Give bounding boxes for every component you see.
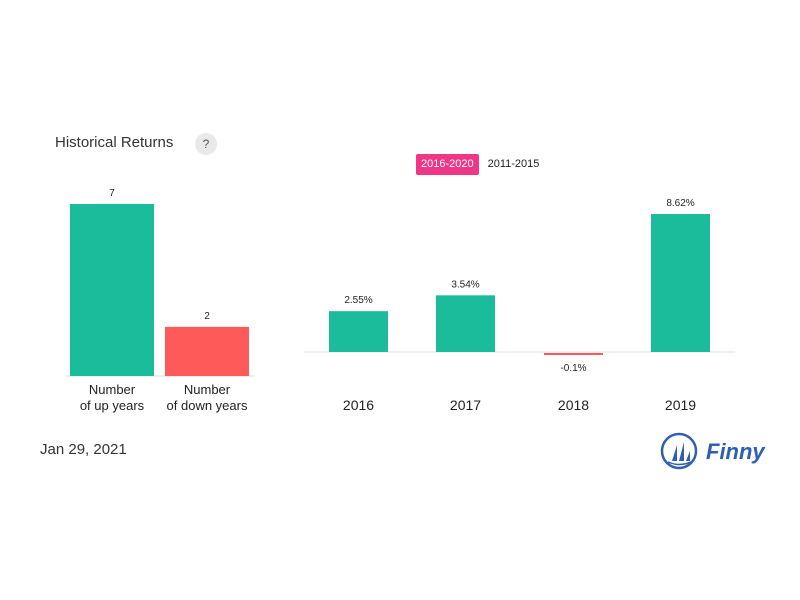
year-label-2017: 2017: [450, 397, 481, 413]
category-label-0-0: Number: [89, 382, 136, 397]
tab-2016-2020[interactable]: 2016-2020: [416, 154, 479, 175]
period-tabs: 2016-2020 2011-2015: [416, 154, 544, 175]
as-of-date: Jan 29, 2021: [40, 441, 127, 458]
brand-name: Finny: [706, 439, 766, 464]
bar-1: [165, 326, 249, 376]
year-label-2018: 2018: [558, 397, 589, 413]
return-label-2018: -0.1%: [560, 363, 586, 374]
data-label-1: 2: [204, 311, 210, 322]
category-label-1-0: Number: [184, 382, 231, 397]
year-label-2019: 2019: [665, 397, 696, 413]
data-label-0: 7: [109, 188, 115, 199]
return-bar-2018: [544, 353, 603, 355]
year-label-2016: 2016: [343, 397, 374, 413]
category-label-1-1: of down years: [167, 398, 248, 413]
chart-title: Historical Returns: [55, 134, 174, 151]
bar-0: [70, 204, 154, 376]
category-label-0-1: of up years: [80, 398, 145, 413]
tab-2011-2015[interactable]: 2011-2015: [487, 158, 540, 170]
finny-logo: Finny: [660, 431, 770, 480]
return-bar-2019: [651, 214, 710, 352]
sailboat-icon: Finny: [660, 432, 766, 470]
return-bar-2017: [436, 295, 495, 352]
return-label-2019: 8.62%: [666, 198, 694, 209]
help-icon[interactable]: ?: [195, 133, 217, 155]
return-label-2016: 2.55%: [344, 295, 372, 306]
return-bar-2016: [329, 311, 388, 352]
return-label-2017: 3.54%: [451, 279, 479, 290]
